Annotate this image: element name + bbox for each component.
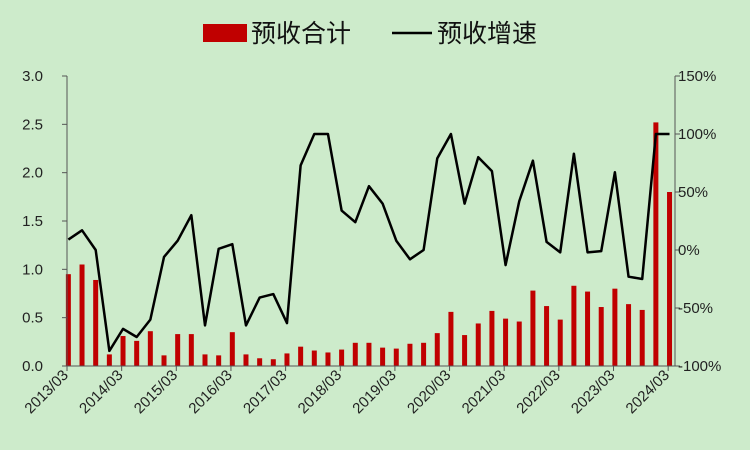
- left-tick-label: 3.0: [22, 68, 43, 85]
- bar-series: [65, 122, 673, 367]
- x-tick-label: 2019/03: [349, 367, 399, 417]
- bar: [202, 354, 208, 366]
- x-tick-label: 2016/03: [185, 367, 235, 417]
- bar: [544, 306, 550, 366]
- legend: 预收合计 预收增速: [203, 19, 537, 48]
- legend-bar-swatch: [203, 24, 247, 42]
- bar: [188, 334, 194, 366]
- legend-line-label: 预收增速: [437, 19, 537, 48]
- bar: [462, 335, 468, 366]
- bar: [571, 285, 577, 366]
- bar: [653, 122, 659, 367]
- right-tick-label: 100%: [678, 126, 716, 143]
- bar: [79, 264, 85, 366]
- left-tick-label: 0.5: [22, 310, 43, 327]
- left-tick-label: 0.0: [22, 358, 43, 375]
- x-tick-label: 2020/03: [404, 367, 454, 417]
- bar: [216, 355, 222, 366]
- bar: [65, 274, 71, 366]
- bar: [298, 346, 304, 366]
- bar: [161, 355, 167, 366]
- bar: [339, 349, 345, 366]
- bar: [434, 333, 440, 366]
- x-tick-label: 2022/03: [513, 367, 563, 417]
- bar: [448, 311, 454, 366]
- right-tick-label: -50%: [678, 300, 713, 317]
- bar: [243, 354, 249, 366]
- right-tick-label: -100%: [678, 358, 721, 375]
- bar: [134, 340, 140, 366]
- left-tick-label: 2.5: [22, 116, 43, 133]
- bar: [147, 331, 153, 366]
- left-tick-label: 2.0: [22, 165, 43, 182]
- bar: [475, 323, 481, 366]
- left-tick-label: 1.5: [22, 213, 43, 230]
- bar: [421, 342, 427, 366]
- x-tick-label: 2021/03: [459, 367, 509, 417]
- bar: [380, 347, 386, 366]
- bar: [325, 352, 331, 366]
- right-tick-label: 50%: [678, 184, 708, 201]
- x-tick-label: 2023/03: [568, 367, 618, 417]
- left-tick-label: 1.0: [22, 261, 43, 278]
- bar: [284, 353, 290, 366]
- legend-bar-label: 预收合计: [251, 19, 351, 48]
- bar: [229, 332, 235, 366]
- bar: [407, 343, 413, 366]
- x-tick-label: 2024/03: [623, 367, 673, 417]
- line-series: [67, 132, 670, 353]
- bar: [489, 310, 495, 366]
- bar: [311, 350, 317, 366]
- bar: [598, 307, 604, 366]
- bar: [530, 290, 536, 366]
- bar: [612, 288, 618, 366]
- right-tick-label: 0%: [678, 242, 700, 259]
- x-tick-label: 2018/03: [295, 367, 345, 417]
- bar: [393, 348, 399, 366]
- right-tick-label: 150%: [678, 68, 716, 85]
- bar: [257, 358, 263, 366]
- bar: [93, 279, 99, 366]
- bar: [175, 334, 181, 366]
- bar: [503, 318, 509, 366]
- bar: [106, 354, 112, 366]
- growth-line: [67, 132, 670, 353]
- bar: [120, 336, 126, 366]
- bar: [516, 321, 522, 366]
- x-tick-label: 2014/03: [76, 367, 126, 417]
- bar: [639, 309, 645, 366]
- bar: [557, 319, 563, 366]
- x-tick-label: 2015/03: [131, 367, 181, 417]
- bar: [366, 342, 372, 366]
- x-tick-label: 2017/03: [240, 367, 290, 417]
- bar: [585, 291, 591, 366]
- bar: [352, 342, 358, 366]
- bar: [667, 192, 673, 366]
- bar: [270, 359, 276, 366]
- bar: [626, 304, 632, 366]
